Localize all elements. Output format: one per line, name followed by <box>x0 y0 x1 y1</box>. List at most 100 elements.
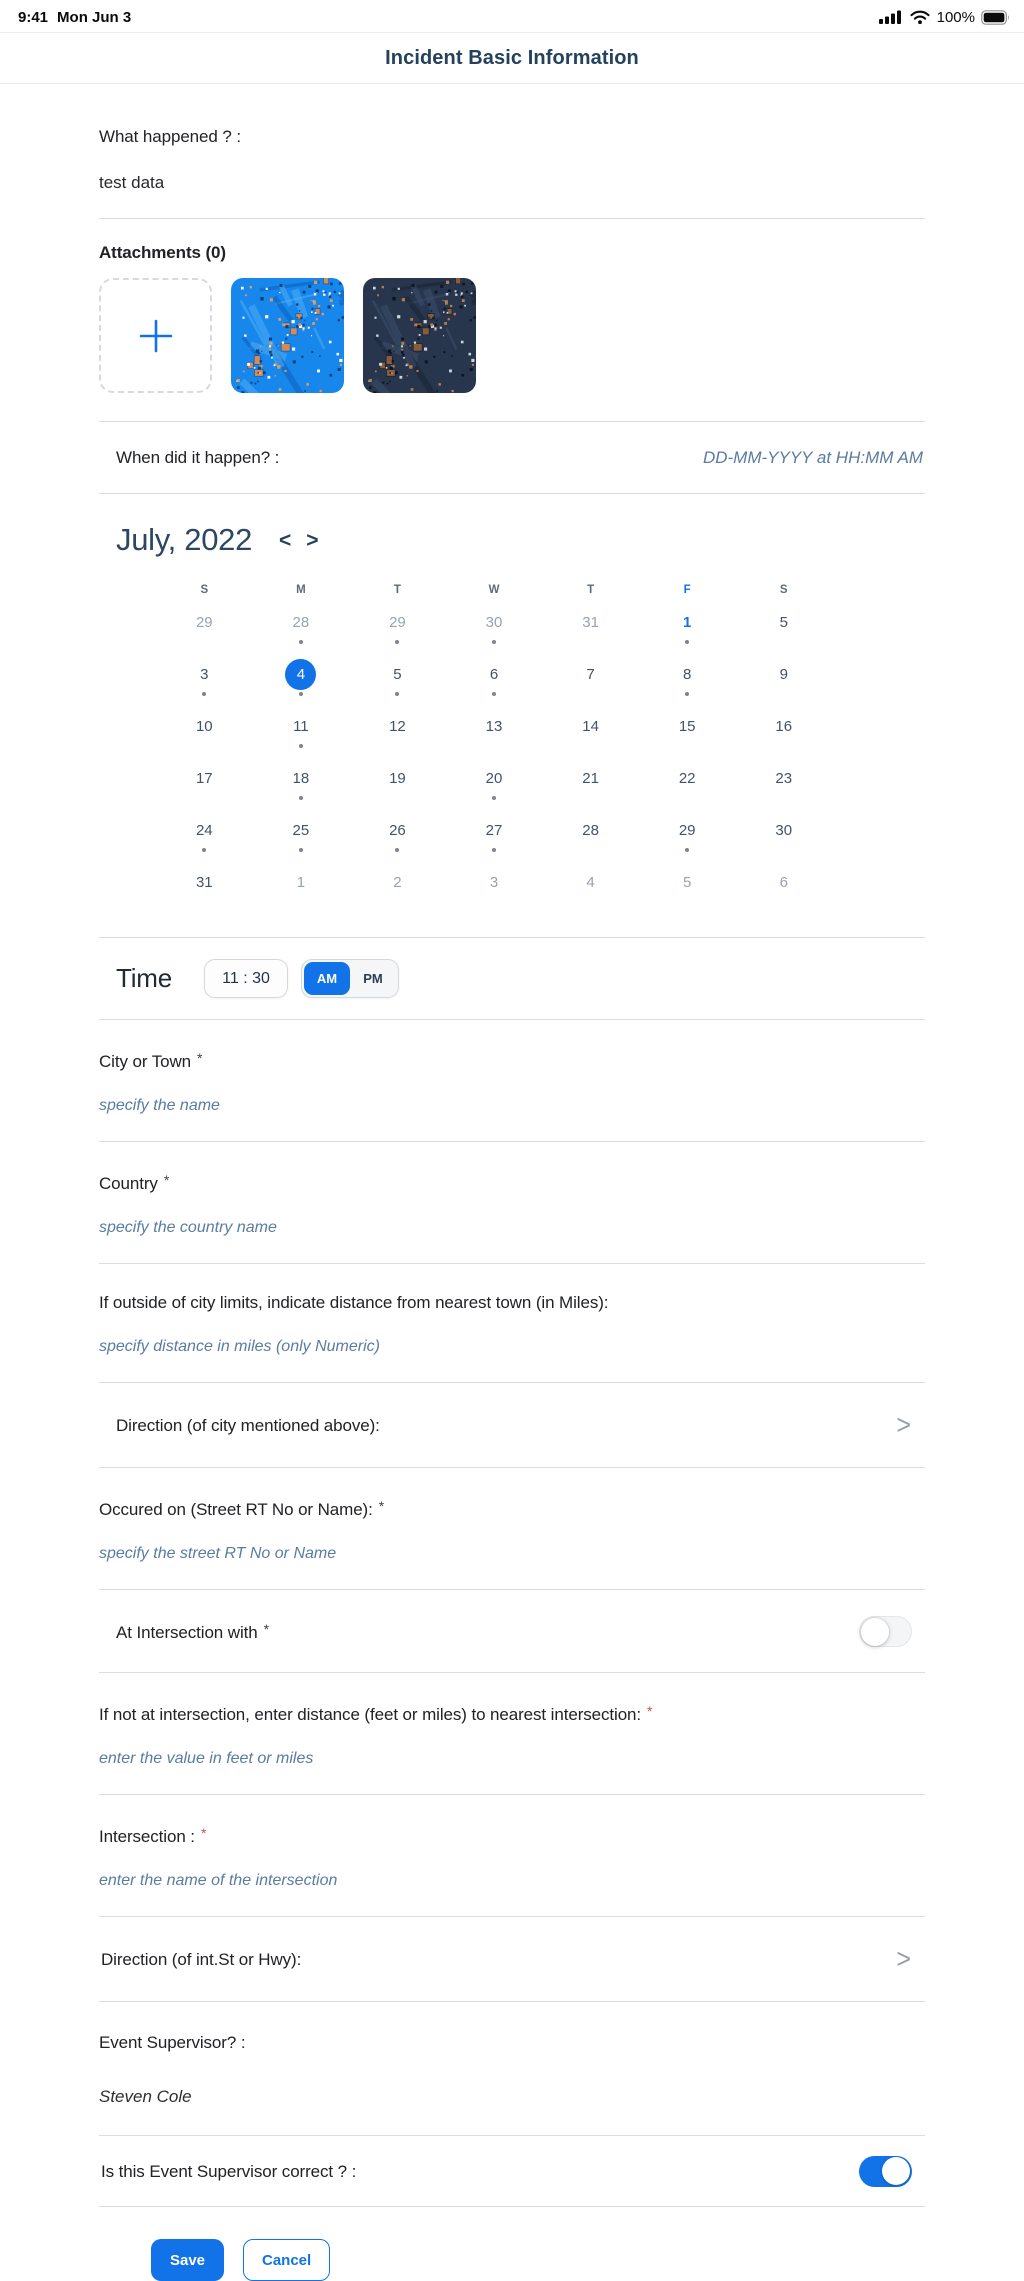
time-row: Time 11 : 30 AM PM <box>99 938 925 1019</box>
add-attachment-button[interactable] <box>99 278 212 393</box>
intersection-input[interactable]: enter the name of the intersection <box>99 1872 338 1889</box>
occured-on-street-rt-no-or-name-input[interactable]: specify the street RT No or Name <box>99 1545 337 1562</box>
calendar-day-3[interactable]: 3 <box>446 867 543 919</box>
country-input[interactable]: specify the country name <box>99 1219 277 1236</box>
calendar-day-12[interactable]: 12 <box>349 711 446 763</box>
calendar-day-30[interactable]: 30 <box>735 815 832 867</box>
day-number: 5 <box>779 614 788 631</box>
day-number: 24 <box>195 822 213 839</box>
calendar-day-11[interactable]: 11 <box>253 711 350 763</box>
calendar-day-20[interactable]: 20 <box>446 763 543 815</box>
calendar-day-29[interactable]: 29 <box>349 607 446 659</box>
calendar-day-7[interactable]: 7 <box>542 659 639 711</box>
time-value-input[interactable]: 11 : 30 <box>204 959 289 998</box>
calendar-day-5[interactable]: 5 <box>349 659 446 711</box>
calendar-day-15[interactable]: 15 <box>639 711 736 763</box>
calendar-day-26[interactable]: 26 <box>349 815 446 867</box>
if-not-at-intersection-enter-distance-fe-input[interactable]: enter the value in feet or miles <box>99 1750 314 1767</box>
day-number: 28 <box>292 614 310 631</box>
direction-of-city-mentioned-above-label: Direction (of city mentioned above): <box>116 1415 380 1435</box>
attachment-thumbnail-2[interactable] <box>363 278 476 393</box>
attachment-thumbnail-1[interactable] <box>231 278 344 393</box>
what-happened-row[interactable]: What happened ? : test data <box>99 84 925 218</box>
day-number: 19 <box>389 770 406 787</box>
calendar-day-4[interactable]: 4 <box>542 867 639 919</box>
divider <box>99 493 925 494</box>
attachments-label: Attachments (0) <box>99 243 226 262</box>
day-number: 9 <box>779 666 788 683</box>
calendar-day-18[interactable]: 18 <box>253 763 350 815</box>
calendar-day-6[interactable]: 6 <box>446 659 543 711</box>
is-this-event-supervisor-correct-toggle[interactable] <box>859 2155 912 2187</box>
calendar-day-16[interactable]: 16 <box>735 711 832 763</box>
calendar-day-28[interactable]: 28 <box>253 607 350 659</box>
status-time: 9:41 <box>18 8 49 26</box>
calendar-day-23[interactable]: 23 <box>735 763 832 815</box>
save-button[interactable]: Save <box>151 2239 224 2281</box>
calendar-day-13[interactable]: 13 <box>446 711 543 763</box>
calendar-day-29[interactable]: 29 <box>639 815 736 867</box>
event-dot <box>298 848 303 852</box>
calendar-day-30[interactable]: 30 <box>446 607 543 659</box>
city-or-town-input[interactable]: specify the name <box>99 1097 220 1114</box>
calendar-day-header-4: T <box>587 584 595 596</box>
calendar-day-24[interactable]: 24 <box>156 815 253 867</box>
calendar-day-28[interactable]: 28 <box>542 815 639 867</box>
calendar-day-header-6: S <box>779 584 788 596</box>
calendar-day-29[interactable]: 29 <box>156 607 253 659</box>
calendar-day-31[interactable]: 31 <box>156 867 253 919</box>
if-outside-of-city-limits-indicate-dista-input[interactable]: specify distance in miles (only Numeric) <box>99 1338 380 1355</box>
calendar-day-10[interactable]: 10 <box>156 711 253 763</box>
divider <box>99 1672 925 1673</box>
calendar-day-19[interactable]: 19 <box>349 763 446 815</box>
calendar-day-2[interactable]: 2 <box>349 867 446 919</box>
calendar-day-22[interactable]: 22 <box>639 763 736 815</box>
at-intersection-with-toggle[interactable] <box>859 1615 912 1647</box>
battery-icon <box>981 9 1009 25</box>
calendar-prev-icon[interactable]: < <box>279 528 292 552</box>
calendar-next-icon[interactable]: > <box>306 528 319 552</box>
calendar-day-14[interactable]: 14 <box>542 711 639 763</box>
pm-button[interactable]: PM <box>363 971 383 986</box>
am-button[interactable]: AM <box>304 962 351 995</box>
status-time-date: 9:41 Mon Jun 3 <box>18 9 131 26</box>
cancel-button[interactable]: Cancel <box>243 2239 331 2281</box>
row-is-this-event-supervisor-correct: Is this Event Supervisor correct ? : <box>99 2136 925 2206</box>
calendar-day-31[interactable]: 31 <box>542 607 639 659</box>
toggle-knob <box>861 1617 889 1646</box>
battery-percent: 100% <box>936 8 975 26</box>
row-direction-of-int-st-or-hwy[interactable]: Direction (of int.St or Hwy): > <box>99 1917 925 2001</box>
calendar-day-1[interactable]: 1 <box>253 867 350 919</box>
cellular-signal-icon <box>878 10 901 24</box>
calendar-day-3[interactable]: 3 <box>156 659 253 711</box>
calendar-day-21[interactable]: 21 <box>542 763 639 815</box>
what-happened-value[interactable]: test data <box>99 173 165 192</box>
calendar-day-5[interactable]: 5 <box>735 607 832 659</box>
calendar-day-1[interactable]: 1 <box>639 607 736 659</box>
when-did-it-happen-row[interactable]: When did it happen? : DD-MM-YYYY at HH:M… <box>99 422 925 493</box>
calendar-day-6[interactable]: 6 <box>735 867 832 919</box>
row-direction-of-city-mentioned-above[interactable]: Direction (of city mentioned above): > <box>99 1383 925 1467</box>
day-number: 29 <box>678 822 696 839</box>
calendar-day-17[interactable]: 17 <box>156 763 253 815</box>
calendar-day-25[interactable]: 25 <box>253 815 350 867</box>
event-dot <box>685 640 690 644</box>
divider <box>99 421 925 422</box>
when-date-input[interactable]: DD-MM-YYYY at HH:MM AM <box>702 447 923 467</box>
calendar-week-6: 31 1 2 3 4 5 6 <box>156 867 832 919</box>
calendar-day-4[interactable]: 4 <box>253 659 350 711</box>
required-asterisk: * <box>200 1825 207 1841</box>
day-number: 7 <box>586 666 595 683</box>
chevron-right-icon[interactable]: > <box>896 1409 911 1440</box>
attachments-section: Attachments (0) <box>99 219 925 421</box>
required-asterisk: * <box>647 1703 653 1719</box>
day-number: 22 <box>678 770 696 787</box>
row-if-not-at-intersection-enter-distance-fe: If not at intersection, enter distance (… <box>99 1673 925 1794</box>
calendar-day-9[interactable]: 9 <box>735 659 832 711</box>
calendar-day-27[interactable]: 27 <box>446 815 543 867</box>
calendar-day-5[interactable]: 5 <box>639 867 736 919</box>
calendar-day-8[interactable]: 8 <box>639 659 736 711</box>
day-number: 3 <box>489 874 499 891</box>
chevron-right-icon[interactable]: > <box>896 1943 911 1974</box>
day-number: 16 <box>775 718 793 735</box>
